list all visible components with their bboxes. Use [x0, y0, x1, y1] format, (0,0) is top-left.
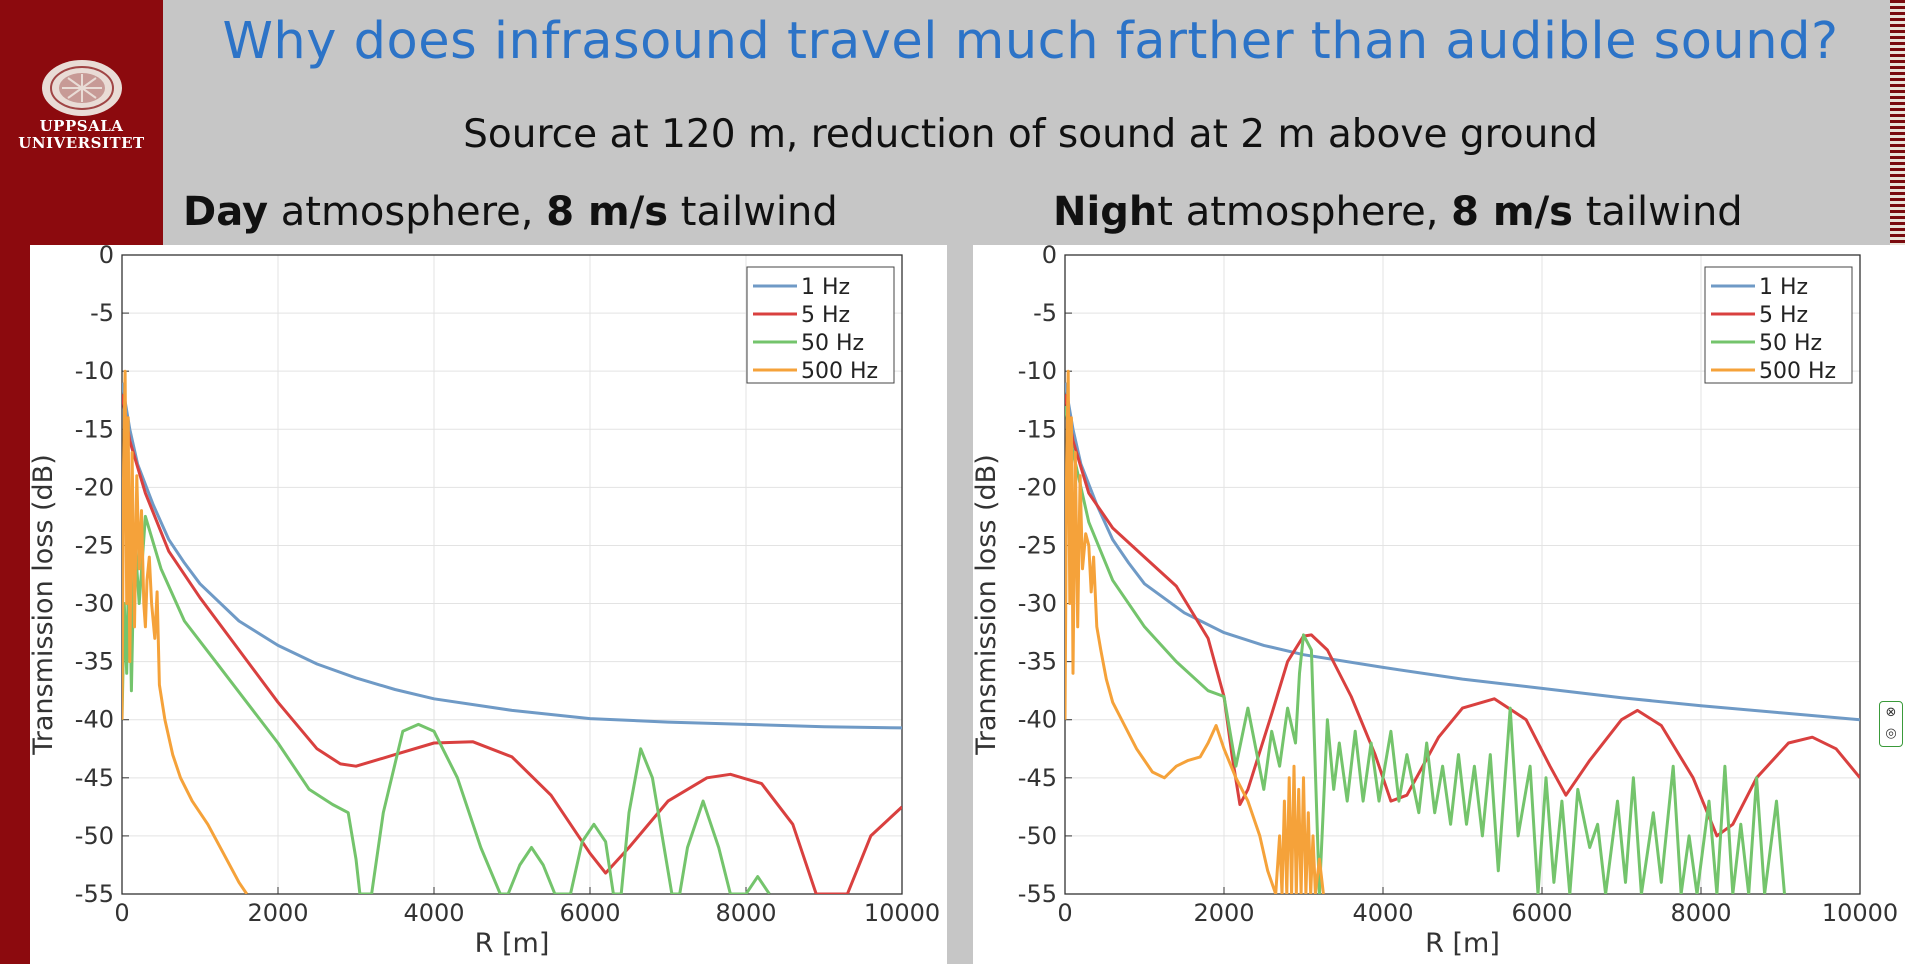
player-control[interactable]: ⊗ ◎ — [1879, 701, 1903, 747]
series-line-5hz — [122, 394, 902, 894]
y-tick-label: -25 — [1018, 531, 1057, 559]
x-tick-label: 10000 — [864, 899, 940, 927]
x-tick-label: 0 — [114, 899, 129, 927]
series-group — [122, 369, 902, 894]
y-tick-label: 0 — [99, 245, 114, 269]
close-icon[interactable]: ⊗ — [1885, 705, 1897, 720]
decorative-edge — [1890, 0, 1905, 245]
x-tick-label: 6000 — [1511, 899, 1572, 927]
heading-text-atmosphere: t atmosphere, — [1157, 189, 1452, 235]
x-axis-label: R [m] — [1425, 928, 1500, 959]
y-tick-label: -5 — [1033, 299, 1057, 327]
chart-svg: 0-5-10-15-20-25-30-35-40-45-50-550 2000 40… — [973, 245, 1898, 959]
heading-bold-wind: 8 m/s — [546, 189, 669, 235]
y-tick-label: -20 — [1018, 473, 1057, 501]
heading-text-tailwind: tailwind — [668, 189, 838, 235]
series-group — [1065, 369, 1860, 894]
y-tick-label: -30 — [75, 590, 114, 618]
series-line-50hz — [1065, 405, 1786, 894]
y-tick-label: 0 — [1042, 245, 1057, 269]
y-tick-label: -15 — [1018, 415, 1057, 443]
heading-bold-night: Nigh — [1053, 189, 1158, 235]
x-tick-label: 10000 — [1822, 899, 1898, 927]
x-tick-label: 4000 — [1352, 899, 1413, 927]
y-tick-label: -15 — [75, 415, 114, 443]
y-tick-label: -20 — [75, 473, 114, 501]
y-tick-label: -35 — [1018, 648, 1057, 676]
y-axis-label: Transmission loss (dB) — [30, 454, 59, 755]
legend-label: 50 Hz — [801, 331, 864, 356]
y-tick-label: -40 — [1018, 706, 1057, 734]
y-tick-label: -5 — [90, 299, 114, 327]
y-tick-label: -10 — [75, 357, 114, 385]
legend-label: 500 Hz — [801, 359, 878, 384]
y-tick-label: -35 — [75, 648, 114, 676]
y-tick-label: -45 — [1018, 764, 1057, 792]
series-line-1hz — [122, 382, 902, 730]
series-line-1hz — [1065, 382, 1860, 722]
legend-label: 1 Hz — [801, 275, 850, 300]
heading-text-atmosphere: atmosphere, — [268, 189, 547, 235]
legend-label: 50 Hz — [1759, 331, 1822, 356]
x-tick-label: 2000 — [1193, 899, 1254, 927]
seal-icon — [41, 60, 122, 116]
logo-text-line2: UNIVERSITET — [18, 134, 145, 152]
x-tick-label: 2000 — [247, 899, 308, 927]
y-tick-label: -30 — [1018, 590, 1057, 618]
university-logo: UPPSALA UNIVERSITET — [0, 58, 163, 152]
x-tick-label: 0 — [1057, 899, 1072, 927]
y-tick-label: -55 — [1018, 880, 1057, 908]
y-tick-label: -45 — [75, 764, 114, 792]
series-line-500hz — [122, 369, 249, 894]
y-axis-label: Transmission loss (dB) — [973, 454, 1002, 755]
y-tick-label: -10 — [1018, 357, 1057, 385]
x-axis-label: R [m] — [475, 928, 550, 959]
x-tick-label: 6000 — [559, 899, 620, 927]
y-tick-label: -50 — [1018, 822, 1057, 850]
night-transmission-loss-chart: 0 -5 -10 -15 -20 -25 -30 -35 -40 -45 -50 -55 0 2000 40… — [973, 245, 1905, 964]
logo-text-line1: UPPSALA — [39, 117, 124, 135]
series-line-500hz — [1065, 369, 1325, 894]
night-panel-heading: Night atmosphere, 8 m/s tailwind — [1053, 189, 1743, 235]
legend-label: 5 Hz — [801, 303, 850, 328]
y-tick-label: -50 — [75, 822, 114, 850]
legend-label: 500 Hz — [1759, 359, 1836, 384]
legend-label: 5 Hz — [1759, 303, 1808, 328]
heading-bold-day: Day — [183, 189, 269, 235]
legend-label: 1 Hz — [1759, 275, 1808, 300]
y-tick-label: -55 — [75, 880, 114, 908]
legend: 1 Hz 5 Hz 50 Hz 500 Hz — [746, 266, 895, 384]
x-tick-label: 8000 — [1670, 899, 1731, 927]
series-line-5hz — [1065, 394, 1860, 838]
day-panel-heading: Day atmosphere, 8 m/s tailwind — [183, 189, 838, 235]
legend: 1 Hz 5 Hz 50 Hz 500 Hz — [1704, 266, 1853, 384]
slide-subtitle: Source at 120 m, reduction of sound at 2… — [463, 112, 1598, 157]
chart-svg: 0-5-10-15-20-25-30-35-40-45-50-550 2000 40… — [30, 245, 940, 959]
heading-bold-wind: 8 m/s — [1451, 189, 1573, 235]
y-tick-label: -40 — [75, 706, 114, 734]
series-line-50hz — [122, 514, 771, 894]
x-tick-label: 8000 — [715, 899, 776, 927]
slide-title: Why does infrasound travel much farther … — [222, 12, 1839, 71]
heading-text-tailwind: tailwind — [1572, 189, 1743, 235]
x-tick-label: 4000 — [403, 899, 464, 927]
settings-icon[interactable]: ◎ — [1885, 726, 1897, 741]
y-tick-label: -25 — [75, 531, 114, 559]
day-transmission-loss-chart: 0 -5 -10 -15 -20 -25 -30 -35 -40 -45 -50 -55 0 2000 40… — [30, 245, 947, 964]
